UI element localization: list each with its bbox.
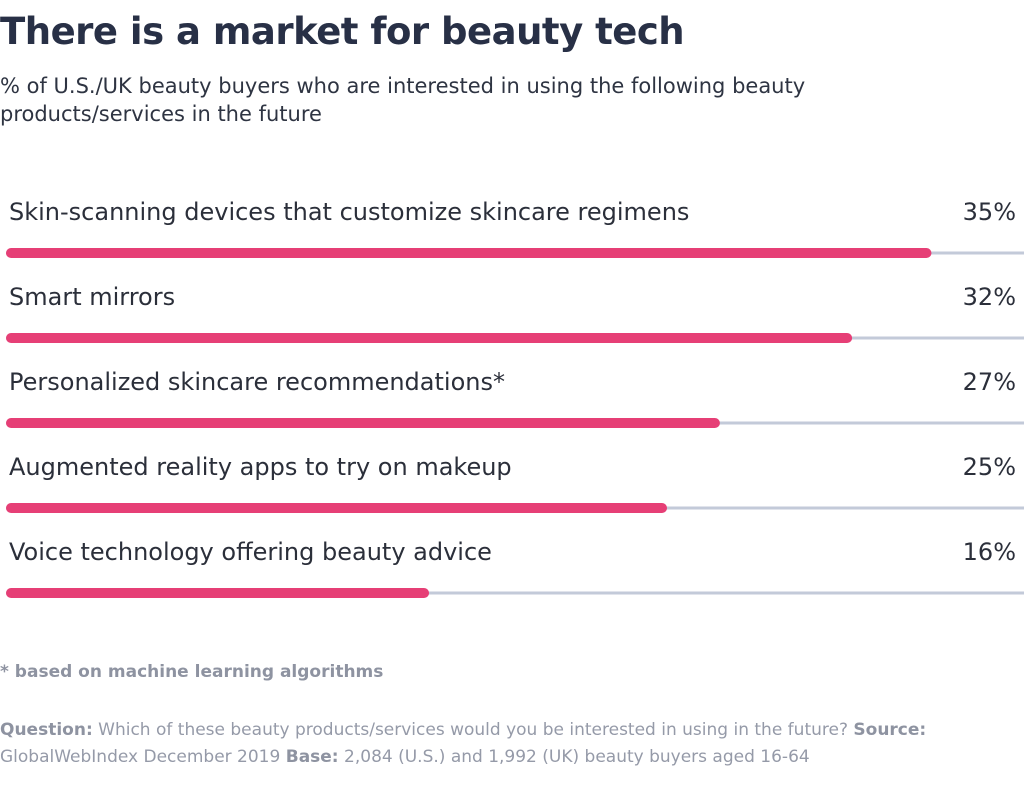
question-text: Which of these beauty products/services …	[98, 720, 848, 740]
source-text: GlobalWebIndex December 2019	[0, 747, 281, 767]
value-label: 35%	[963, 198, 1016, 226]
bar	[6, 503, 668, 513]
source-label: Source:	[853, 720, 927, 740]
source-note: Question: Which of these beauty products…	[0, 717, 1000, 771]
category-label: Voice technology offering beauty advice	[9, 538, 492, 566]
value-label: 16%	[963, 538, 1016, 566]
chart-title: There is a market for beauty tech	[0, 10, 685, 53]
category-label: Personalized skincare recommendations*	[9, 368, 505, 396]
base-text: 2,084 (U.S.) and 1,992 (UK) beauty buyer…	[344, 747, 810, 767]
bar	[6, 333, 853, 343]
bar	[6, 248, 932, 258]
footnote: * based on machine learning algorithms	[0, 662, 384, 682]
category-label: Augmented reality apps to try on makeup	[9, 453, 512, 481]
value-label: 27%	[963, 368, 1016, 396]
chart-subtitle: % of U.S./UK beauty buyers who are inter…	[0, 74, 806, 126]
bar	[6, 588, 430, 598]
bar-chart-svg: Skin-scanning devices that customize ski…	[6, 198, 1024, 598]
category-label: Smart mirrors	[9, 283, 175, 311]
base-label: Base:	[285, 747, 339, 767]
category-label: Skin-scanning devices that customize ski…	[9, 198, 689, 226]
bar	[6, 418, 720, 428]
value-label: 32%	[963, 283, 1016, 311]
question-label: Question:	[0, 720, 93, 740]
bar-chart: Skin-scanning devices that customize ski…	[0, 180, 1024, 610]
value-label: 25%	[963, 453, 1016, 481]
